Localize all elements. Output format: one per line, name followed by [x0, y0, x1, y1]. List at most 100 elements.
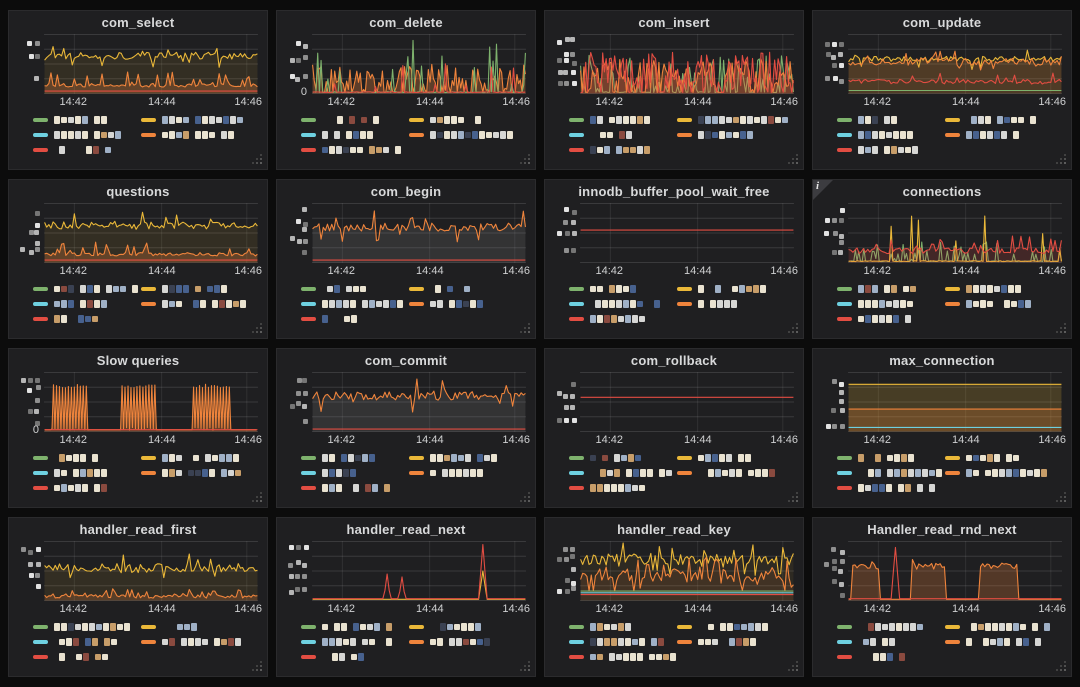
time-series-plot[interactable] [579, 33, 795, 95]
legend-item-orange[interactable] [140, 298, 263, 309]
resize-handle-icon[interactable] [796, 500, 798, 502]
legend-item-green[interactable] [33, 114, 137, 125]
panel-title[interactable]: connections [902, 184, 982, 199]
legend-item-green[interactable] [33, 283, 138, 294]
time-series-plot[interactable] [579, 202, 795, 264]
legend-item-yellow[interactable] [944, 621, 1067, 632]
legend-item-cyan[interactable] [837, 467, 942, 478]
legend-item-orange[interactable] [944, 636, 1067, 647]
legend-item-orange[interactable] [676, 129, 799, 140]
legend-item-yellow[interactable] [944, 283, 1067, 294]
legend-item-orange[interactable] [140, 467, 263, 478]
legend-item-orange[interactable] [408, 298, 531, 309]
time-series-plot[interactable] [847, 33, 1063, 95]
legend-item-red[interactable] [837, 482, 941, 493]
legend-item-green[interactable] [33, 452, 137, 463]
legend-item-cyan[interactable] [33, 636, 137, 647]
time-series-plot[interactable] [311, 202, 527, 264]
legend-item-yellow[interactable] [944, 114, 1067, 125]
legend-item-green[interactable] [33, 621, 137, 632]
time-series-plot[interactable] [43, 33, 259, 95]
panel-title[interactable]: com_begin [370, 184, 442, 199]
legend-item-red[interactable] [569, 651, 676, 662]
legend-item-red[interactable] [33, 313, 137, 324]
legend-item-red[interactable] [569, 313, 673, 324]
legend-item-red[interactable] [837, 144, 941, 155]
legend-item-cyan[interactable] [837, 636, 941, 647]
legend-item-orange[interactable] [944, 467, 1067, 478]
panel-title[interactable]: com_delete [369, 15, 443, 30]
resize-handle-icon[interactable] [1064, 669, 1066, 671]
resize-handle-icon[interactable] [796, 162, 798, 164]
legend-item-cyan[interactable] [301, 298, 405, 309]
time-series-plot[interactable] [311, 33, 527, 95]
legend-item-cyan[interactable] [33, 467, 137, 478]
legend-item-red[interactable] [33, 482, 137, 493]
legend-item-green[interactable] [301, 283, 405, 294]
legend-item-red[interactable] [837, 651, 941, 662]
panel-title[interactable]: com_commit [364, 353, 448, 368]
legend-item-yellow[interactable] [676, 114, 799, 125]
legend-item-orange[interactable] [676, 298, 799, 309]
legend-item-red[interactable] [301, 313, 405, 324]
legend-item-yellow[interactable] [408, 114, 531, 125]
legend-item-yellow[interactable] [944, 452, 1067, 463]
time-series-plot[interactable] [847, 371, 1063, 433]
legend-item-orange[interactable] [140, 129, 263, 140]
legend-item-red[interactable] [569, 482, 673, 493]
panel-title[interactable]: handler_read_key [617, 522, 731, 537]
time-series-plot[interactable] [311, 540, 527, 602]
legend-item-green[interactable] [569, 621, 673, 632]
legend-item-green[interactable] [837, 452, 941, 463]
resize-handle-icon[interactable] [796, 331, 798, 333]
legend-item-red[interactable] [569, 144, 673, 155]
panel-title[interactable]: com_update [902, 15, 982, 30]
legend-item-yellow[interactable] [408, 621, 531, 632]
legend-item-yellow[interactable] [140, 621, 263, 632]
legend-item-cyan[interactable] [33, 129, 137, 140]
legend-item-green[interactable] [569, 283, 673, 294]
legend-item-cyan[interactable] [837, 129, 941, 140]
legend-item-orange[interactable] [676, 636, 799, 647]
legend-item-yellow[interactable] [408, 283, 531, 294]
time-series-plot[interactable] [43, 540, 259, 602]
legend-item-yellow[interactable] [408, 452, 531, 463]
resize-handle-icon[interactable] [528, 331, 530, 333]
resize-handle-icon[interactable] [796, 669, 798, 671]
legend-item-green[interactable] [569, 452, 673, 463]
legend-item-red[interactable] [301, 651, 405, 662]
panel-title[interactable]: max_connection [889, 353, 995, 368]
legend-item-yellow[interactable] [140, 114, 263, 125]
legend-item-orange[interactable] [408, 467, 531, 478]
legend-item-cyan[interactable] [301, 636, 405, 647]
resize-handle-icon[interactable] [1064, 162, 1066, 164]
panel-title[interactable]: innodb_buffer_pool_wait_free [578, 184, 770, 199]
legend-item-green[interactable] [837, 114, 941, 125]
time-series-plot[interactable] [579, 540, 795, 602]
panel-title[interactable]: com_select [101, 15, 175, 30]
panel-title[interactable]: Slow queries [96, 353, 180, 368]
resize-handle-icon[interactable] [260, 669, 262, 671]
panel-title[interactable]: Handler_read_rnd_next [867, 522, 1017, 537]
legend-item-red[interactable] [301, 482, 405, 493]
time-series-plot[interactable] [847, 540, 1063, 602]
legend-item-red[interactable] [33, 651, 137, 662]
legend-item-green[interactable] [301, 452, 405, 463]
info-icon[interactable]: i [813, 180, 834, 201]
panel-title[interactable]: handler_read_first [79, 522, 197, 537]
legend-item-green[interactable] [837, 621, 941, 632]
legend-item-cyan[interactable] [569, 467, 673, 478]
legend-item-cyan[interactable] [301, 467, 405, 478]
legend-item-cyan[interactable] [837, 298, 941, 309]
legend-item-red[interactable] [33, 144, 137, 155]
legend-item-cyan[interactable] [33, 298, 137, 309]
resize-handle-icon[interactable] [1064, 500, 1066, 502]
resize-handle-icon[interactable] [1064, 331, 1066, 333]
legend-item-yellow[interactable] [676, 283, 799, 294]
legend-item-green[interactable] [301, 114, 405, 125]
legend-item-green[interactable] [569, 114, 673, 125]
resize-handle-icon[interactable] [528, 162, 530, 164]
legend-item-yellow[interactable] [676, 452, 799, 463]
legend-item-orange[interactable] [944, 298, 1067, 309]
resize-handle-icon[interactable] [260, 500, 262, 502]
